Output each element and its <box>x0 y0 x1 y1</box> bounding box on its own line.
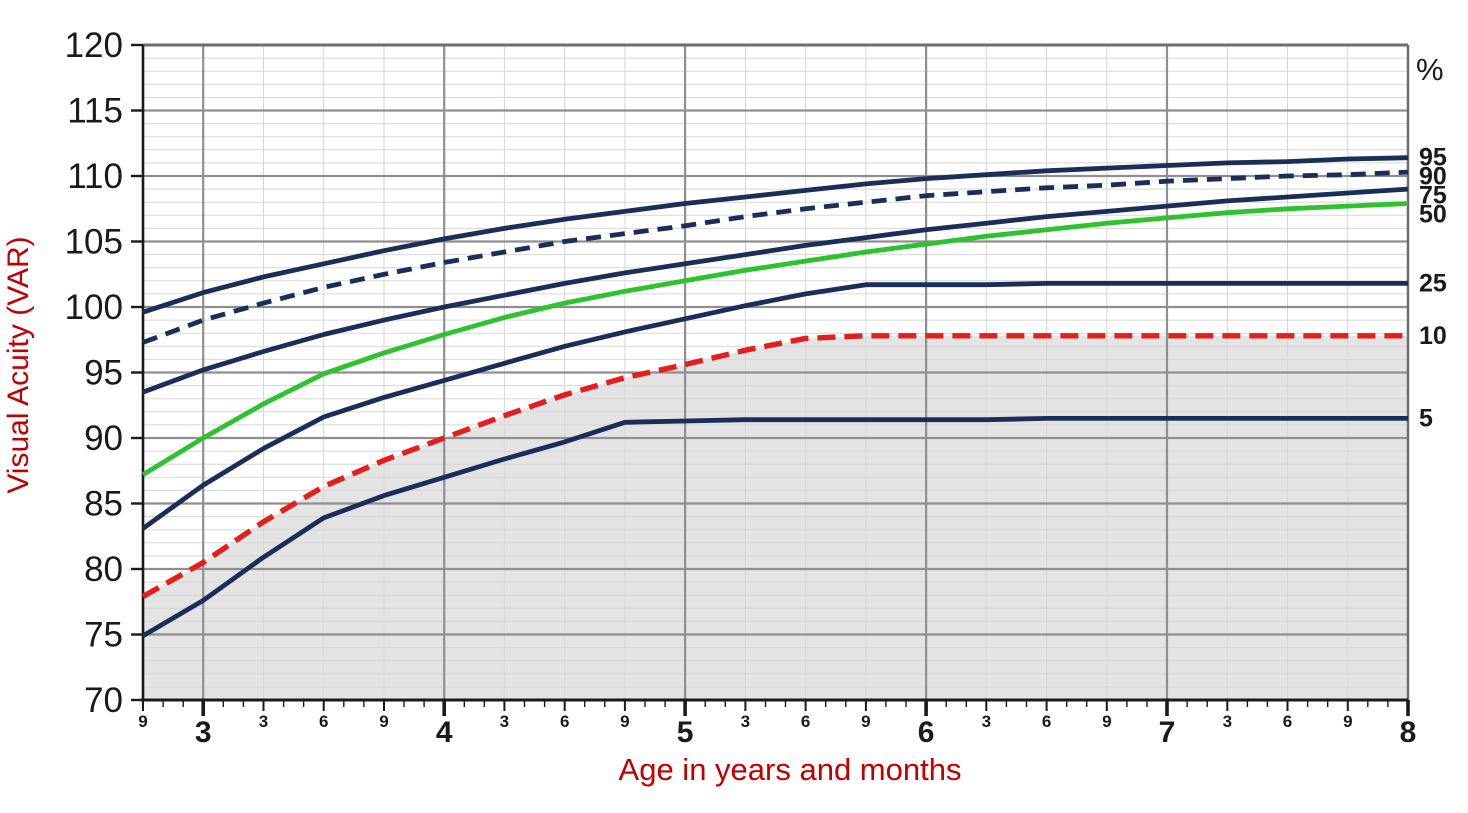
x-tick-year-label: 5 <box>677 716 694 749</box>
y-axis-ticks-and-labels: 70 75 80 85 90 95 100 105 110 115 120 <box>65 26 143 720</box>
centile-line-25 <box>141 281 1408 531</box>
centile-line-75 <box>142 186 1409 395</box>
x-tick-month-label: 6 <box>1283 712 1292 731</box>
x-axis-ticks-and-labels: 9 3 3 6 9 4 3 6 9 5 3 6 9 6 3 6 9 7 3 6 9 8 <box>138 700 1416 749</box>
y-tick-label: 90 <box>84 419 123 458</box>
y-tick-label: 75 <box>84 616 123 655</box>
y-tick-label: 105 <box>65 223 123 262</box>
y-tick-label: 115 <box>67 92 123 131</box>
percent-header: % <box>1416 52 1444 87</box>
below-tenth-centile-shading <box>143 335 1408 700</box>
x-tick-month-label: 3 <box>982 712 991 731</box>
x-tick-year-label: 3 <box>195 716 212 749</box>
y-tick-label: 120 <box>65 26 123 65</box>
y-tick-label: 70 <box>84 681 123 720</box>
y-tick-label: 80 <box>84 550 123 589</box>
centile-line-10 <box>141 333 1408 599</box>
x-axis-title: Age in years and months <box>618 752 962 787</box>
centile-label-5: 5 <box>1419 404 1433 432</box>
y-tick-label: 110 <box>67 157 123 196</box>
x-tick-month-label: 3 <box>1223 712 1232 731</box>
centile-line-50 <box>141 201 1409 477</box>
x-tick-month-label: 6 <box>319 712 328 731</box>
x-tick-month-label: 3 <box>741 712 750 731</box>
centile-curves <box>141 155 1409 638</box>
x-tick-month-label: 9 <box>620 712 629 731</box>
x-tick-month-label: 9 <box>1343 712 1352 731</box>
y-tick-label: 100 <box>65 288 123 327</box>
centile-line-95 <box>142 155 1409 315</box>
x-tick-year-label: 7 <box>1159 716 1176 749</box>
y-axis-title: Visual Acuity (VAR) <box>2 236 35 494</box>
x-tick-year-label: 4 <box>436 716 453 749</box>
y-tick-label: 95 <box>84 354 123 393</box>
centile-label-75: 75 <box>1419 182 1447 210</box>
x-tick-month-label: 3 <box>500 712 509 731</box>
x-tick-month-label: 9 <box>379 712 388 731</box>
centile-label-25: 25 <box>1419 269 1447 297</box>
centile-label-95: 95 <box>1419 144 1447 172</box>
x-tick-month-label: 9 <box>861 712 870 731</box>
centile-label-10: 10 <box>1419 322 1447 350</box>
centile-line-90 <box>142 169 1409 345</box>
x-tick-month-label: 9 <box>138 712 147 731</box>
centile-label-50: 50 <box>1419 201 1447 229</box>
centile-line-5 <box>141 416 1408 638</box>
x-tick-month-label: 3 <box>259 712 268 731</box>
x-tick-month-label: 6 <box>560 712 569 731</box>
x-tick-year-label: 6 <box>918 716 935 749</box>
x-tick-month-label: 6 <box>1042 712 1051 731</box>
y-tick-label: 85 <box>84 485 123 524</box>
x-tick-year-label: 8 <box>1400 716 1417 749</box>
x-tick-month-label: 9 <box>1102 712 1111 731</box>
centile-label-90: 90 <box>1419 163 1447 191</box>
x-tick-month-label: 6 <box>801 712 810 731</box>
